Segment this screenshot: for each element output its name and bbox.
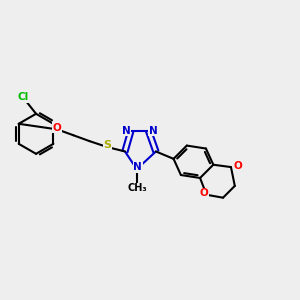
Text: N: N bbox=[122, 126, 130, 136]
Text: N: N bbox=[133, 162, 142, 172]
Text: O: O bbox=[52, 123, 61, 133]
Text: S: S bbox=[103, 140, 111, 150]
Text: Cl: Cl bbox=[18, 92, 29, 102]
Text: O: O bbox=[200, 188, 208, 198]
Text: N: N bbox=[149, 126, 158, 136]
Text: CH₃: CH₃ bbox=[128, 183, 147, 193]
Text: O: O bbox=[233, 161, 242, 171]
